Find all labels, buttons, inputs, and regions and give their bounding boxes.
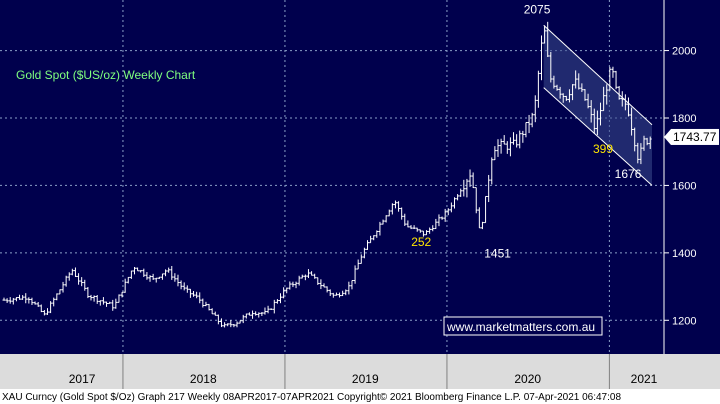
annotation-label: 399 bbox=[593, 142, 613, 156]
y-tick-label: 1400 bbox=[672, 248, 696, 260]
trend-channel bbox=[543, 24, 653, 186]
annotation-label: 1676 bbox=[615, 167, 642, 181]
y-tick-label: 1200 bbox=[672, 315, 696, 327]
x-tick-label: 2018 bbox=[190, 372, 217, 386]
gridlines bbox=[0, 0, 664, 354]
watermark-text: www.marketmatters.com.au bbox=[446, 320, 595, 334]
last-value-box bbox=[671, 128, 719, 145]
price-bars bbox=[2, 21, 652, 328]
x-tick-label: 2021 bbox=[631, 372, 658, 386]
channel-fill bbox=[543, 25, 652, 186]
footer-text: XAU Curncy (Gold Spot $/Oz) Graph 217 We… bbox=[2, 392, 621, 403]
last-value-text: 1743.77 bbox=[673, 130, 717, 144]
channel-upper-line bbox=[543, 24, 653, 126]
x-tick-label: 2017 bbox=[69, 372, 96, 386]
last-value-pointer bbox=[664, 128, 671, 145]
x-tick-label: 2019 bbox=[352, 372, 379, 386]
y-tick-label: 2000 bbox=[672, 46, 696, 58]
watermark-box bbox=[443, 316, 603, 336]
annotation-label: 1451 bbox=[484, 247, 511, 261]
x-tick-label: 2020 bbox=[514, 372, 541, 386]
y-axis-ticks: 1200 1400 1600 1800 2000 bbox=[664, 46, 696, 327]
last-value-label: 1743.77 bbox=[664, 128, 719, 145]
footer-bar bbox=[0, 389, 720, 404]
x-axis-bar bbox=[0, 354, 720, 389]
annotation-label: 252 bbox=[411, 235, 431, 249]
y-tick-label: 1800 bbox=[672, 113, 696, 125]
x-axis-labels: 2017 2018 2019 2020 2021 bbox=[69, 354, 658, 389]
annotation-label: 2075 bbox=[524, 2, 551, 16]
chart-title: Gold Spot ($US/oz) Weekly Chart bbox=[16, 68, 196, 82]
y-tick-label: 1600 bbox=[672, 180, 696, 192]
channel-lower-line bbox=[543, 87, 653, 186]
